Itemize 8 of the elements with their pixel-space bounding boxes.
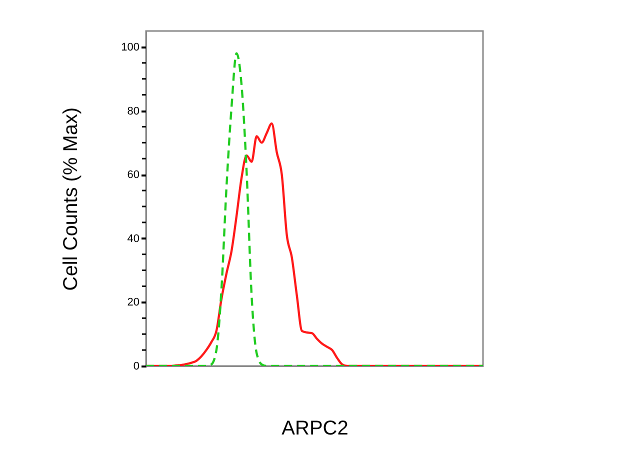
y-tick-label: 40 [127, 232, 140, 245]
y-axis-title: Cell Counts (% Max) [60, 107, 82, 291]
x-axis-title: ARPC2 [282, 418, 348, 440]
y-tick-label: 100 [121, 41, 140, 54]
y-tick-label: 60 [127, 169, 140, 182]
y-tick-label: 80 [127, 105, 140, 118]
y-tick-label: 0 [133, 360, 140, 372]
y-tick-label: 20 [127, 296, 140, 309]
